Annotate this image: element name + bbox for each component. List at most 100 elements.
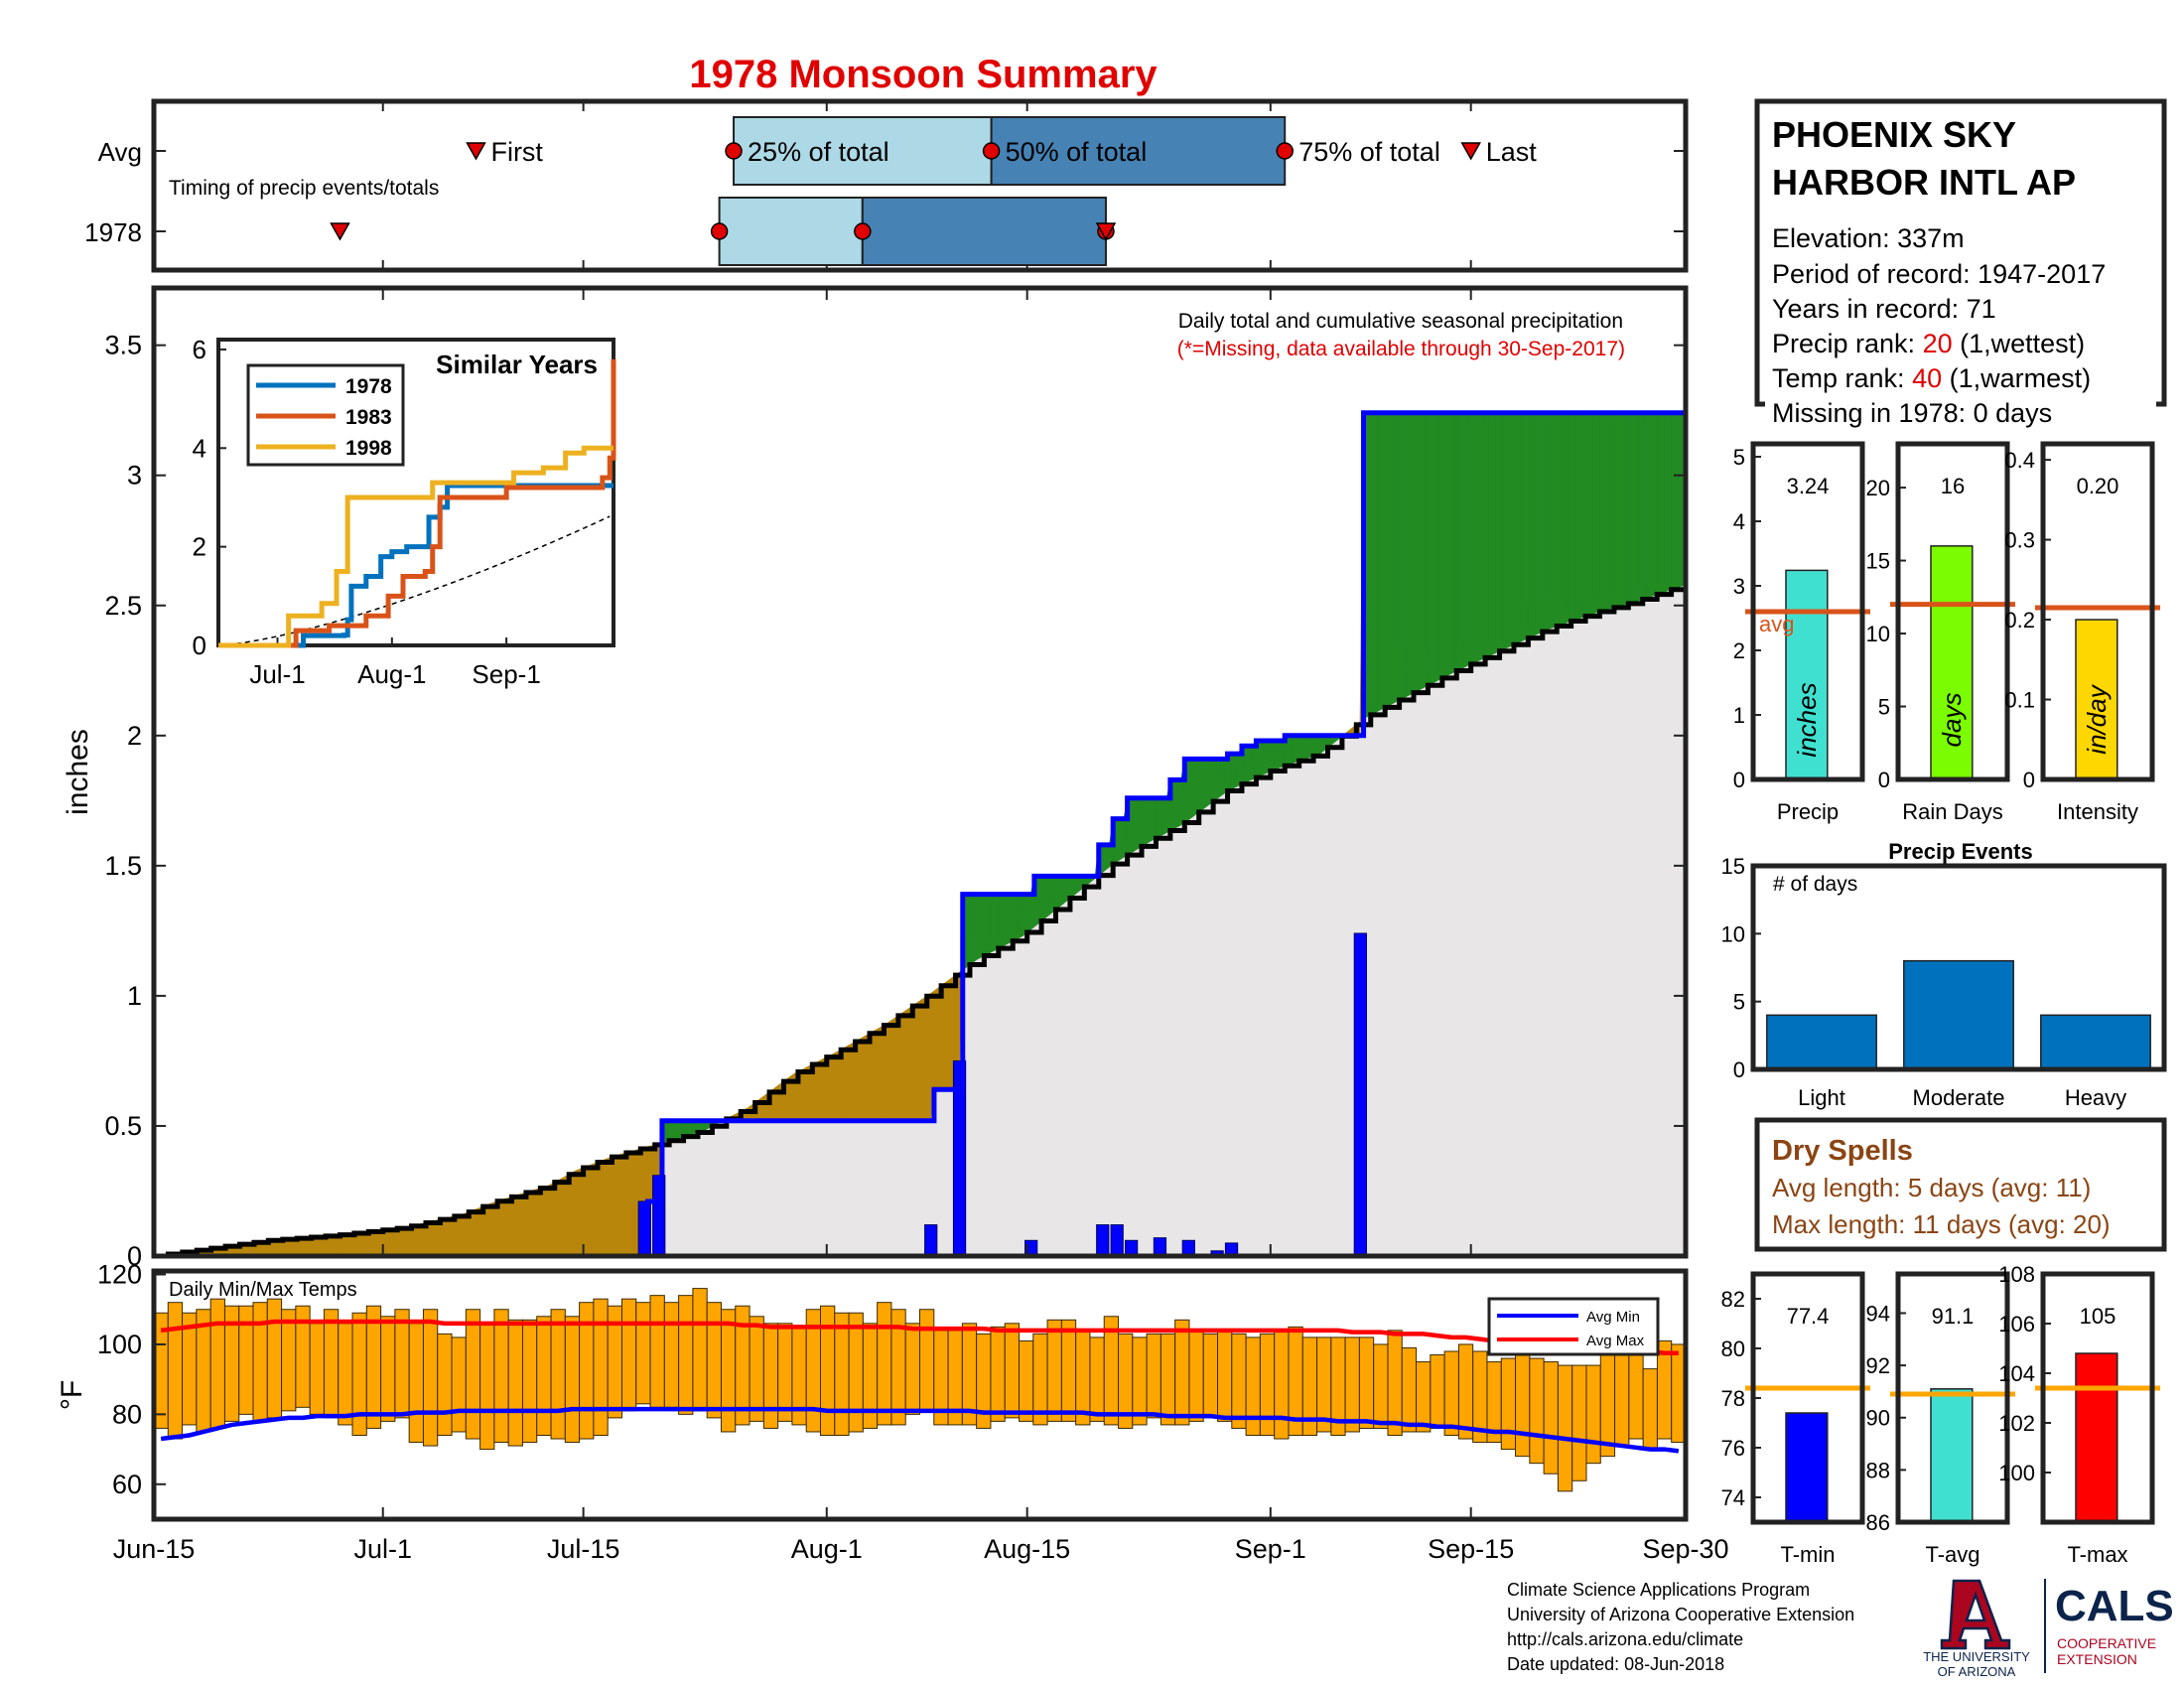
mini-value-bar <box>2075 619 2118 780</box>
timing-75-label: 75% of total <box>1298 137 1440 167</box>
temp-daily-range-bar <box>1202 1333 1219 1419</box>
mini-value-label: 105 <box>2080 1304 2116 1329</box>
temp-daily-range-bar <box>1529 1357 1545 1465</box>
x-tick-label: Sep-15 <box>1428 1534 1514 1564</box>
events-bar-moderate <box>1903 959 2014 1070</box>
mini-value-label: 91.1 <box>1932 1304 1975 1329</box>
events-ytick-label: 5 <box>1733 990 1745 1015</box>
temp-daily-range-bar <box>209 1298 225 1429</box>
inset-ytick-label: 6 <box>193 335 206 364</box>
mini-ytick-label: 90 <box>1866 1406 1890 1431</box>
inset-series-line-1983 <box>218 358 616 648</box>
temp-daily-range-bar <box>167 1302 184 1440</box>
events-title: Precip Events <box>1888 839 2033 864</box>
mini-ytick-label: 94 <box>1866 1301 1890 1326</box>
mini-ytick-label: 88 <box>1866 1458 1890 1482</box>
temp-daily-range-bar <box>1585 1364 1601 1465</box>
mini-ytick-label: 0.1 <box>2004 688 2035 713</box>
temp-daily-range-bar <box>1373 1343 1389 1429</box>
temp-daily-range-bar <box>620 1298 637 1412</box>
mini-ytick-label: 5 <box>1878 695 1890 720</box>
mini-ytick-label: 92 <box>1866 1353 1890 1378</box>
x-tick-label: Aug-1 <box>791 1534 863 1564</box>
temp-daily-range-bar <box>649 1295 665 1408</box>
timing-avg-last-marker <box>1460 142 1481 161</box>
temp-ytick-label: 120 <box>97 1260 142 1290</box>
inset-xtick-label: Sep-1 <box>472 659 540 689</box>
temp-daily-range-bar <box>437 1333 453 1436</box>
events-bar-light <box>1766 1014 1877 1070</box>
temp-daily-range-bar <box>1515 1354 1531 1458</box>
mini-ytick-label: 0 <box>2023 768 2035 792</box>
mini-ytick-label: 104 <box>1998 1361 2035 1386</box>
mini-value-bar <box>1785 569 1829 780</box>
mini-inner-label: in/day <box>2082 683 2112 754</box>
inset-ytick-label: 2 <box>193 532 206 562</box>
temp-panel-title: Daily Min/Max Temps <box>169 1279 357 1301</box>
mini-category-label: T-max <box>2067 1542 2127 1567</box>
precip-daily-bar <box>1353 932 1367 1257</box>
station-precip-rank: Precip rank: 20 (1,wettest) <box>1772 329 2085 358</box>
ua-logo-text1: THE UNIVERSITY <box>1923 1649 2030 1664</box>
temp-daily-range-bar <box>408 1323 424 1444</box>
temp-daily-range-bar <box>1571 1364 1587 1481</box>
precip-average-line <box>154 584 1689 1259</box>
mini-frame <box>1750 441 1865 782</box>
temp-rank-suffix: (1,warmest) <box>1942 363 2091 393</box>
mini-frame <box>1895 1271 2010 1525</box>
mini-ytick-label: 76 <box>1721 1436 1745 1461</box>
temp-daily-range-bar <box>1457 1343 1474 1440</box>
temp-daily-range-bar <box>1060 1319 1077 1422</box>
temp-daily-range-bar <box>593 1298 609 1436</box>
inset-title: Similar Years <box>436 350 598 379</box>
dry-spells-title: Dry Spells <box>1772 1135 1913 1167</box>
precip-daily-bar <box>924 1224 938 1257</box>
mini-ytick-label: 10 <box>1866 622 1890 646</box>
precip-1978-cumulative-line <box>645 410 1686 1256</box>
temp-daily-range-bar <box>564 1316 581 1444</box>
temp-daily-range-bar <box>1543 1361 1559 1475</box>
footer: Climate Science Applications Program Univ… <box>1507 1579 2174 1679</box>
inset-average-line <box>217 515 611 646</box>
footer-line2: University of Arizona Cooperative Extens… <box>1507 1605 1854 1624</box>
mini-value-bar <box>1785 1412 1829 1523</box>
temp-ylabel: °F <box>56 1380 88 1410</box>
timing-year-box-25-50 <box>718 197 864 266</box>
temp-daily-range-bar <box>365 1305 382 1429</box>
inset-ytick-label: 0 <box>193 631 206 660</box>
dry-spells-max: Max length: 11 days (avg: 20) <box>1772 1209 2111 1239</box>
precip-daily-bar <box>1110 1224 1124 1257</box>
timing-row-year-label: 1978 <box>84 217 142 247</box>
temp-daily-range-bar <box>848 1312 864 1433</box>
timing-first-label: First <box>490 137 543 167</box>
dry-spells-frame <box>1754 1117 2167 1252</box>
precip-ytick-label: 2.5 <box>104 591 142 621</box>
mini-ytick-label: 86 <box>1866 1510 1890 1535</box>
temp-daily-range-bar <box>1046 1319 1062 1422</box>
temp-daily-range-bar <box>762 1323 779 1429</box>
dry-spells-panel: Dry Spells Avg length: 5 days (avg: 11) Ma… <box>1754 1117 2167 1252</box>
mini-ytick-label: 4 <box>1733 509 1745 534</box>
temp-daily-range-bar <box>479 1323 495 1451</box>
temp-daily-range-bar <box>1089 1336 1105 1422</box>
events-ytick-label: 10 <box>1721 921 1745 946</box>
timing-row-avg-label: Avg <box>98 137 142 167</box>
mini-ytick-label: 74 <box>1721 1485 1745 1510</box>
events-category-label: Light <box>1798 1085 1845 1110</box>
events-ytick-label: 0 <box>1733 1057 1745 1082</box>
mini-category-label: Precip <box>1777 799 1839 824</box>
temp-daily-range-bar <box>1259 1333 1276 1436</box>
x-tick-label: Jun-15 <box>113 1534 196 1564</box>
x-tick-label: Jul-1 <box>353 1534 412 1564</box>
precip-daily-bar <box>1096 1224 1110 1257</box>
mini-ytick-label: 5 <box>1733 445 1745 470</box>
mini-ytick-label: 108 <box>1998 1262 2035 1287</box>
temp-daily-range-bar <box>380 1316 396 1422</box>
temp-daily-range-bar <box>692 1288 708 1412</box>
inset-xtick-label: Jul-1 <box>249 659 305 689</box>
temp-ytick-label: 80 <box>112 1399 142 1429</box>
timing-panel: Avg 1978 Timing of precip events/totals Fir… <box>84 98 1689 273</box>
events-category-label: Heavy <box>2065 1085 2126 1110</box>
mini-frame <box>1895 441 2010 782</box>
timing-avg-25-marker <box>725 142 743 160</box>
